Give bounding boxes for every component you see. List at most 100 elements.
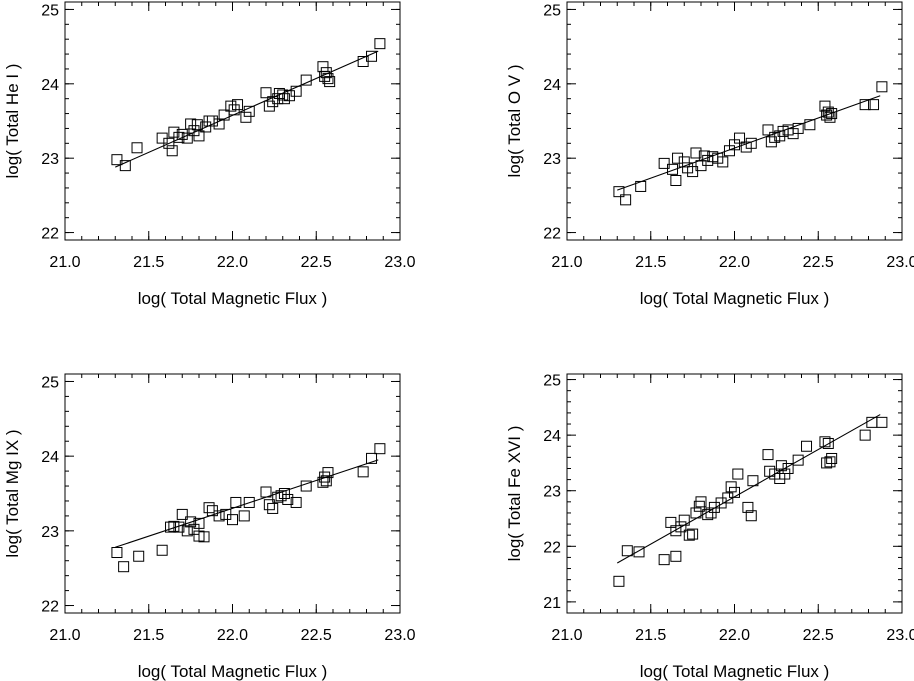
x-tick-label: 21.5	[133, 254, 164, 271]
y-tick-label: 23	[543, 484, 561, 501]
x-tick-label: 22.5	[803, 254, 834, 271]
x-tick-label: 22.0	[719, 254, 750, 271]
data-point	[267, 502, 279, 514]
panel-he-i: 21.0 21.5 22.0 22.5 23.0 22 23 24 25 log( Total M…	[3, 1, 416, 308]
data-point	[819, 100, 831, 112]
x-tick-label: 22.0	[217, 627, 248, 644]
data-point	[762, 449, 774, 461]
y-tick-label: 21	[543, 595, 561, 612]
x-tick-label: 21.0	[49, 627, 80, 644]
data-point	[729, 486, 740, 498]
x-tick-label: 21.5	[635, 627, 666, 644]
data-point	[185, 516, 197, 528]
data-point	[193, 517, 205, 529]
data-point	[745, 510, 757, 522]
x-tick-label: 21.5	[133, 627, 164, 644]
data-point	[678, 156, 690, 168]
data-point	[374, 38, 386, 50]
data-point	[206, 115, 218, 127]
plot-frame	[64, 1, 401, 241]
x-tick-label: 21.0	[49, 254, 80, 271]
y-tick-label: 23	[543, 151, 561, 168]
data-point	[782, 462, 794, 474]
data-point	[156, 544, 168, 556]
fit-line	[617, 95, 881, 191]
x-axis-label: log( Total Magnetic Flux )	[138, 662, 328, 681]
x-tick-label: 22.5	[803, 627, 834, 644]
y-tick-label: 22	[543, 226, 561, 243]
data-point	[185, 118, 197, 130]
data-point	[290, 496, 302, 508]
data-point	[324, 76, 336, 88]
data-point	[732, 468, 744, 480]
data-point	[263, 100, 275, 112]
y-tick-label: 24	[543, 428, 561, 445]
x-tick-label: 23.0	[384, 627, 415, 644]
data-point	[672, 152, 684, 164]
data-point	[163, 137, 175, 149]
data-point	[687, 166, 699, 178]
x-tick-label: 23.0	[384, 254, 415, 271]
data-point	[690, 507, 702, 519]
y-tick-label: 24	[543, 77, 561, 94]
data-point	[203, 502, 215, 514]
x-tick-label: 22.5	[301, 627, 332, 644]
y-axis-label: log( Total O V )	[505, 64, 524, 177]
data-point	[678, 514, 690, 526]
data-point	[804, 119, 816, 131]
panel-mg-ix: 21.0 21.5 22.0 22.5 23.0 22 23 24 25 log( Total M…	[3, 373, 416, 681]
data-point	[734, 132, 746, 144]
data-point	[320, 67, 332, 79]
y-axis-label: log( Total Mg IX )	[3, 429, 22, 557]
x-tick-label: 23.0	[886, 254, 914, 271]
data-point	[635, 180, 647, 192]
data-point	[670, 550, 682, 562]
data-point	[317, 61, 329, 73]
data-point	[357, 466, 369, 478]
data-point	[683, 529, 695, 541]
data-point	[200, 121, 212, 133]
y-tick-label: 22	[41, 226, 59, 243]
data-point	[230, 496, 242, 508]
fit-line	[115, 459, 379, 548]
data-point	[176, 508, 188, 520]
data-point	[191, 119, 203, 131]
data-point	[300, 480, 312, 492]
data-point	[722, 492, 734, 504]
data-point	[725, 481, 737, 493]
data-point	[779, 468, 791, 480]
data-point	[775, 460, 787, 472]
data-point	[213, 510, 225, 522]
data-point	[717, 156, 729, 168]
data-point	[374, 443, 386, 455]
data-point	[868, 99, 880, 111]
data-point	[693, 500, 705, 512]
data-point	[670, 175, 682, 186]
y-tick-label: 23	[41, 151, 59, 168]
data-point	[173, 521, 185, 533]
data-point	[826, 108, 838, 120]
plot-frame	[566, 373, 903, 614]
data-point	[181, 132, 193, 144]
y-tick-label: 25	[543, 2, 561, 19]
data-point	[819, 436, 831, 448]
data-point	[876, 81, 888, 93]
fit-line	[115, 50, 379, 168]
x-tick-label: 22.0	[217, 254, 248, 271]
data-point	[300, 74, 312, 86]
data-point	[282, 493, 294, 505]
data-point	[826, 452, 838, 464]
x-tick-label: 21.0	[551, 254, 582, 271]
data-point	[165, 521, 177, 533]
data-point	[658, 157, 670, 169]
data-point	[774, 130, 786, 142]
data-point	[118, 561, 130, 573]
plot-frame	[566, 1, 903, 241]
data-point	[133, 550, 145, 562]
data-point	[633, 546, 645, 558]
panel-fe-xvi: 21.0 21.5 22.0 22.5 23.0 21 22 23 24 25 log( Total…	[505, 373, 914, 681]
data-point	[687, 528, 699, 540]
y-tick-label: 22	[41, 599, 59, 616]
data-point	[181, 525, 193, 537]
x-tick-label: 23.0	[886, 627, 914, 644]
